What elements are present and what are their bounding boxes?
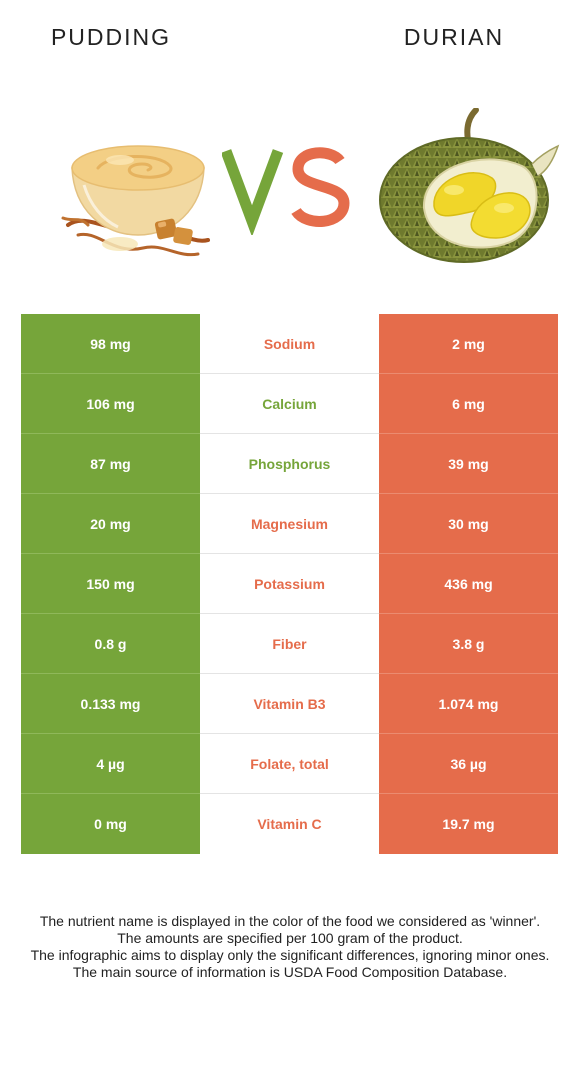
pudding-value: 0.8 g <box>21 614 200 674</box>
table-row: 98 mg Sodium 2 mg <box>21 314 558 374</box>
pudding-value: 20 mg <box>21 494 200 554</box>
nutrient-name: Vitamin C <box>200 794 379 854</box>
durian-value: 436 mg <box>379 554 558 614</box>
nutrient-name: Phosphorus <box>200 434 379 494</box>
nutrient-name: Folate, total <box>200 734 379 794</box>
durian-value: 36 µg <box>379 734 558 794</box>
durian-value: 3.8 g <box>379 614 558 674</box>
nutrient-name: Calcium <box>200 374 379 434</box>
table-row: 0.8 g Fiber 3.8 g <box>21 614 558 674</box>
durian-image <box>379 108 560 263</box>
nutrient-name: Sodium <box>200 314 379 374</box>
pudding-value: 106 mg <box>21 374 200 434</box>
table-row: 0 mg Vitamin C 19.7 mg <box>21 794 558 854</box>
nutrient-name: Vitamin B3 <box>200 674 379 734</box>
vs-label <box>222 147 350 235</box>
footnote-line: The nutrient name is displayed in the co… <box>39 913 541 929</box>
durian-value: 1.074 mg <box>379 674 558 734</box>
pudding-image <box>61 145 210 257</box>
durian-value: 19.7 mg <box>379 794 558 854</box>
durian-value: 2 mg <box>379 314 558 374</box>
pudding-value: 0.133 mg <box>21 674 200 734</box>
table-row: 4 µg Folate, total 36 µg <box>21 734 558 794</box>
pudding-value: 0 mg <box>21 794 200 854</box>
table-row: 106 mg Calcium 6 mg <box>21 374 558 434</box>
nutrient-name: Potassium <box>200 554 379 614</box>
table-row: 0.133 mg Vitamin B3 1.074 mg <box>21 674 558 734</box>
footnote-line: The main source of information is USDA F… <box>72 964 508 980</box>
footnote-line: The infographic aims to display only the… <box>30 947 550 963</box>
durian-value: 30 mg <box>379 494 558 554</box>
pudding-value: 87 mg <box>21 434 200 494</box>
durian-value: 6 mg <box>379 374 558 434</box>
left-food-title: PUDDING <box>50 24 172 50</box>
nutrient-name: Fiber <box>200 614 379 674</box>
durian-value: 39 mg <box>379 434 558 494</box>
table-row: 87 mg Phosphorus 39 mg <box>21 434 558 494</box>
footnote-line: The amounts are specified per 100 gram o… <box>117 930 463 946</box>
table-row: 150 mg Potassium 436 mg <box>21 554 558 614</box>
pudding-value: 98 mg <box>21 314 200 374</box>
pudding-value: 4 µg <box>21 734 200 794</box>
nutrient-comparison-table: 98 mg Sodium 2 mg 106 mg Calcium 6 mg 87… <box>21 314 558 854</box>
table-row: 20 mg Magnesium 30 mg <box>21 494 558 554</box>
footnote: The nutrient name is displayed in the co… <box>20 913 560 981</box>
pudding-value: 150 mg <box>21 554 200 614</box>
right-food-title: DURIAN <box>403 24 505 50</box>
nutrient-name: Magnesium <box>200 494 379 554</box>
